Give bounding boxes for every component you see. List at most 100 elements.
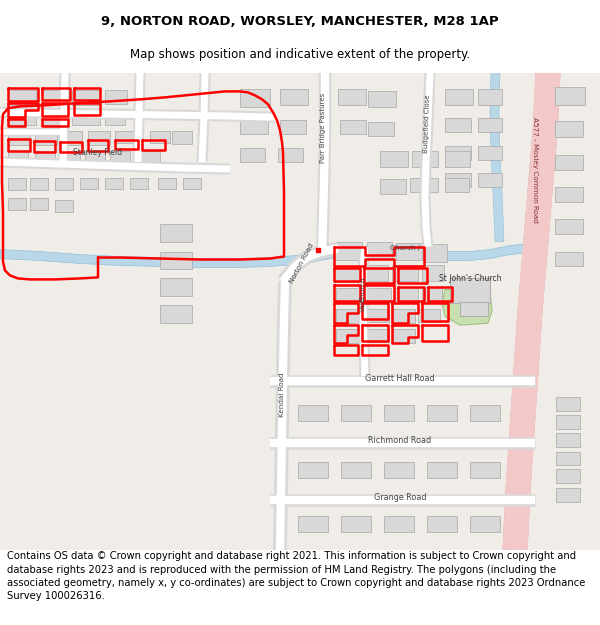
Bar [470,405,500,421]
Bar [35,131,57,145]
Bar [450,278,490,303]
Bar [478,173,502,187]
Bar [365,329,389,342]
Bar [298,462,328,478]
Bar [278,148,303,162]
Bar [368,122,394,136]
Polygon shape [0,244,530,268]
Bar [427,516,457,532]
Bar [172,131,192,144]
Text: Contains OS data © Crown copyright and database right 2021. This information is : Contains OS data © Crown copyright and d… [7,551,586,601]
Bar [85,151,105,164]
Bar [556,488,580,502]
Bar [394,288,418,302]
Bar [556,415,580,429]
Bar [427,462,457,478]
Text: Grange Road: Grange Road [374,493,426,502]
Bar [556,432,580,446]
Bar [336,288,361,303]
Bar [555,121,583,137]
Bar [393,309,415,323]
Bar [140,151,160,164]
Bar [380,179,406,194]
Bar [160,251,192,269]
Bar [8,91,36,106]
Bar [445,118,471,132]
Bar [8,151,28,164]
Bar [367,242,392,259]
Bar [396,242,422,259]
Bar [240,120,268,134]
Bar [8,198,26,210]
Bar [478,118,502,132]
Bar [298,405,328,421]
Bar [470,462,500,478]
Bar [365,288,391,302]
Bar [445,89,473,106]
Bar [470,516,500,532]
Bar [392,266,418,281]
Bar [422,266,444,281]
Text: Church: Church [359,277,367,302]
Bar [445,146,471,160]
Bar [393,329,415,343]
Bar [150,131,170,143]
Bar [8,113,36,125]
Bar [384,405,414,421]
Polygon shape [0,72,600,550]
Bar [334,242,362,259]
Polygon shape [490,72,504,242]
Text: Parr Bridge Pastures: Parr Bridge Pastures [320,92,326,163]
Bar [240,89,270,107]
Polygon shape [442,289,492,325]
Bar [555,155,583,170]
Text: Church /: Church / [390,244,420,251]
Text: Garrett Hall Road: Garrett Hall Road [365,374,435,383]
Text: Budgefield Close: Budgefield Close [423,94,431,153]
Bar [556,451,580,466]
Bar [556,469,580,483]
Bar [60,151,80,164]
Bar [80,178,98,189]
Bar [555,88,585,106]
Bar [280,120,306,134]
Bar [460,302,488,316]
Bar [88,131,110,145]
Bar [280,89,308,106]
Bar [427,405,457,421]
Bar [478,146,502,160]
Bar [478,89,502,106]
Bar [105,113,125,125]
Bar [556,397,580,411]
Text: Map shows position and indicative extent of the property.: Map shows position and indicative extent… [130,48,470,61]
Bar [30,178,48,190]
Text: Richmond Road: Richmond Road [368,436,431,444]
Bar [105,178,123,189]
Text: St John's Church: St John's Church [439,274,501,283]
Bar [130,178,148,189]
Bar [445,173,471,187]
Bar [363,266,388,281]
Bar [384,462,414,478]
Bar [336,309,361,323]
Bar [555,219,583,234]
Bar [341,516,371,532]
Bar [412,151,438,167]
Text: Vale: Vale [360,297,366,312]
Bar [55,178,73,190]
Text: 9, NORTON ROAD, WORSLEY, MANCHESTER, M28 1AP: 9, NORTON ROAD, WORSLEY, MANCHESTER, M28… [101,15,499,28]
Text: A577 - Mosley Common Road: A577 - Mosley Common Road [532,117,538,222]
Bar [418,309,440,322]
Bar [115,131,133,143]
Bar [42,91,66,106]
Bar [35,151,55,164]
Bar [368,91,396,108]
Bar [445,151,470,167]
Bar [62,131,82,145]
Bar [8,131,30,145]
Bar [555,251,583,266]
Bar [160,278,192,296]
Bar [160,224,192,242]
Bar [341,405,371,421]
Bar [160,305,192,323]
